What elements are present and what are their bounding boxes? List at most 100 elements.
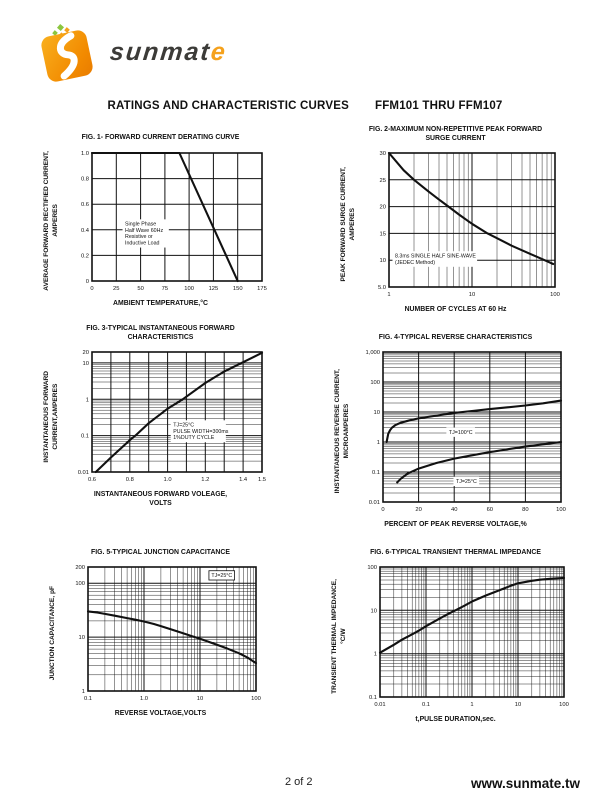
svg-text:1: 1 bbox=[470, 702, 473, 708]
svg-text:1.0: 1.0 bbox=[81, 151, 89, 157]
svg-text:30: 30 bbox=[379, 151, 385, 157]
svg-text:0.8: 0.8 bbox=[126, 477, 134, 483]
svg-text:1: 1 bbox=[82, 689, 85, 695]
svg-text:20: 20 bbox=[379, 205, 385, 211]
svg-text:1: 1 bbox=[86, 398, 89, 404]
figure-3-title: FIG. 3-TYPICAL INSTANTANEOUS FORWARD CHA… bbox=[86, 325, 235, 341]
svg-text:15: 15 bbox=[379, 232, 385, 238]
svg-text:60: 60 bbox=[486, 507, 492, 513]
svg-text:10: 10 bbox=[82, 361, 88, 367]
figure-4-title: FIG. 4-TYPICAL REVERSE CHARACTERISTICS bbox=[378, 333, 533, 341]
svg-text:10: 10 bbox=[515, 702, 521, 708]
website-link[interactable]: www.sunmate.tw bbox=[470, 776, 580, 791]
svg-text:(JEDEC Method): (JEDEC Method) bbox=[395, 260, 435, 266]
logo-swoosh-icon bbox=[56, 32, 78, 80]
svg-text:100: 100 bbox=[252, 696, 262, 702]
footer: 2 of 2 www.sunmate.tw bbox=[0, 776, 610, 796]
svg-text:0.01: 0.01 bbox=[374, 702, 385, 708]
svg-text:0.6: 0.6 bbox=[81, 202, 89, 208]
svg-text:125: 125 bbox=[208, 286, 218, 292]
sunmate-logo-icon bbox=[39, 23, 98, 84]
figure-4: FIG. 4-TYPICAL REVERSE CHARACTERISTICS I… bbox=[313, 325, 598, 530]
svg-text:1: 1 bbox=[387, 292, 390, 298]
svg-text:40: 40 bbox=[451, 507, 457, 513]
svg-text:0.1: 0.1 bbox=[422, 702, 430, 708]
svg-text:0.1: 0.1 bbox=[372, 470, 380, 476]
svg-text:0: 0 bbox=[86, 279, 89, 285]
svg-text:200: 200 bbox=[76, 565, 86, 571]
svg-text:0: 0 bbox=[381, 507, 384, 513]
svg-text:0.6: 0.6 bbox=[88, 477, 96, 483]
svg-text:100: 100 bbox=[556, 507, 566, 513]
svg-text:20: 20 bbox=[415, 507, 421, 513]
document-title-row: RATINGS AND CHARACTERISTIC CURVES FFM101… bbox=[0, 100, 610, 112]
svg-text:0.1: 0.1 bbox=[369, 695, 377, 701]
figure-2: FIG. 2-MAXIMUM NON-REPETITIVE PEAK FORWA… bbox=[313, 126, 598, 315]
figure-5-plot: 0.1 1.0 10 100 1 10 100 200 TJ=25°C bbox=[76, 565, 262, 702]
svg-text:20: 20 bbox=[82, 350, 88, 356]
svg-text:25: 25 bbox=[379, 178, 385, 184]
svg-text:1.4: 1.4 bbox=[239, 477, 248, 483]
svg-text:0.8: 0.8 bbox=[81, 177, 89, 183]
svg-text:10: 10 bbox=[79, 635, 85, 641]
figure-1: FIG. 1- FORWARD CURRENT DERATING CURVE A… bbox=[18, 126, 303, 315]
figure-2-title: FIG. 2-MAXIMUM NON-REPETITIVE PEAK FORWA… bbox=[368, 126, 543, 142]
figure-4-ylabel: INSTANTANEOUS REVERSE CURRENT, MICROAMPE… bbox=[334, 369, 350, 494]
svg-text:TJ=25°C: TJ=25°C bbox=[173, 423, 194, 429]
figure-5-xlabel: REVERSE VOLTAGE,VOLTS bbox=[114, 710, 207, 718]
svg-text:1: 1 bbox=[374, 652, 377, 658]
part-range: FFM101 THRU FFM107 bbox=[374, 100, 503, 112]
svg-text:TJ=100°C: TJ=100°C bbox=[449, 430, 473, 436]
svg-text:100: 100 bbox=[559, 702, 569, 708]
svg-text:8.3ms SINGLE HALF SINE-WAVE: 8.3ms SINGLE HALF SINE-WAVE bbox=[395, 254, 476, 260]
svg-text:0: 0 bbox=[90, 286, 93, 292]
figure-1-ylabel: AVERAGE FORWARD RECTIFIED CURRENT, AMPER… bbox=[43, 151, 59, 291]
figures-grid: FIG. 1- FORWARD CURRENT DERATING CURVE A… bbox=[0, 116, 610, 725]
header: sunmate bbox=[0, 18, 610, 90]
figure-3-xlabel: INSTANTANEOUS FORWARD VOLEAGE, VOLTS bbox=[93, 491, 228, 508]
svg-text:1.0: 1.0 bbox=[140, 696, 148, 702]
svg-text:PULSE WIDTH=300ms: PULSE WIDTH=300ms bbox=[173, 429, 229, 435]
figure-3: FIG. 3-TYPICAL INSTANTANEOUS FORWARD CHA… bbox=[18, 325, 303, 530]
svg-text:80: 80 bbox=[522, 507, 528, 513]
svg-text:1,000: 1,000 bbox=[365, 350, 380, 356]
svg-text:0.1: 0.1 bbox=[81, 434, 89, 440]
svg-text:0.2: 0.2 bbox=[81, 253, 89, 259]
svg-text:5.0: 5.0 bbox=[378, 285, 386, 291]
page-number: 2 of 2 bbox=[285, 776, 313, 788]
svg-text:0.4: 0.4 bbox=[81, 228, 90, 234]
svg-text:10: 10 bbox=[373, 410, 379, 416]
svg-text:100: 100 bbox=[76, 581, 86, 587]
svg-text:150: 150 bbox=[233, 286, 243, 292]
svg-text:100: 100 bbox=[550, 292, 560, 298]
svg-text:1%DUTY CYCLE: 1%DUTY CYCLE bbox=[173, 436, 215, 442]
figure-5: FIG. 5-TYPICAL JUNCTION CAPACITANCE JUNC… bbox=[18, 540, 303, 725]
figure-1-plot: 0 25 50 75 100 125 150 175 0 0.2 0.4 0.6 0.8 1.0 Singl… bbox=[81, 151, 267, 292]
figure-4-xlabel: PERCENT OF PEAK REVERSE VOLTAGE,% bbox=[384, 521, 527, 529]
svg-text:100: 100 bbox=[370, 380, 380, 386]
svg-text:10: 10 bbox=[197, 696, 203, 702]
svg-text:175: 175 bbox=[257, 286, 267, 292]
figure-6-xlabel: t,PULSE DURATION,sec. bbox=[415, 716, 496, 724]
svg-text:0.01: 0.01 bbox=[78, 470, 89, 476]
document-title: RATINGS AND CHARACTERISTIC CURVES bbox=[107, 100, 349, 112]
svg-text:1.2: 1.2 bbox=[201, 477, 209, 483]
logo-text-accent: e bbox=[209, 37, 229, 66]
svg-text:100: 100 bbox=[367, 565, 377, 571]
figure-3-ylabel: INSTANTANEOUS FORWARD CURRENT,AMPERES bbox=[43, 370, 59, 463]
svg-text:75: 75 bbox=[162, 286, 168, 292]
figure-2-ylabel: PEAK FORWARD SURGE CURRENT, AMPERES bbox=[340, 166, 356, 282]
figure-6-title: FIG. 6-TYPICAL TRANSIENT THERMAL IMPEDAN… bbox=[370, 548, 541, 556]
svg-text:TJ=25°C: TJ=25°C bbox=[456, 479, 477, 485]
svg-text:10: 10 bbox=[469, 292, 475, 298]
figure-4-plot: 0 20 40 60 80 100 0.01 0.1 1 10 100 1,000 TJ=100°C TJ… bbox=[365, 350, 566, 513]
svg-text:10: 10 bbox=[370, 609, 376, 615]
figure-6: FIG. 6-TYPICAL TRANSIENT THERMAL IMPEDAN… bbox=[313, 540, 598, 725]
svg-text:1.5: 1.5 bbox=[258, 477, 266, 483]
figure-5-ylabel: JUNCTION CAPACITANCE, pF bbox=[48, 586, 56, 681]
svg-text:100: 100 bbox=[184, 286, 194, 292]
svg-text:TJ=25°C: TJ=25°C bbox=[212, 573, 233, 579]
svg-text:1.0: 1.0 bbox=[163, 477, 171, 483]
